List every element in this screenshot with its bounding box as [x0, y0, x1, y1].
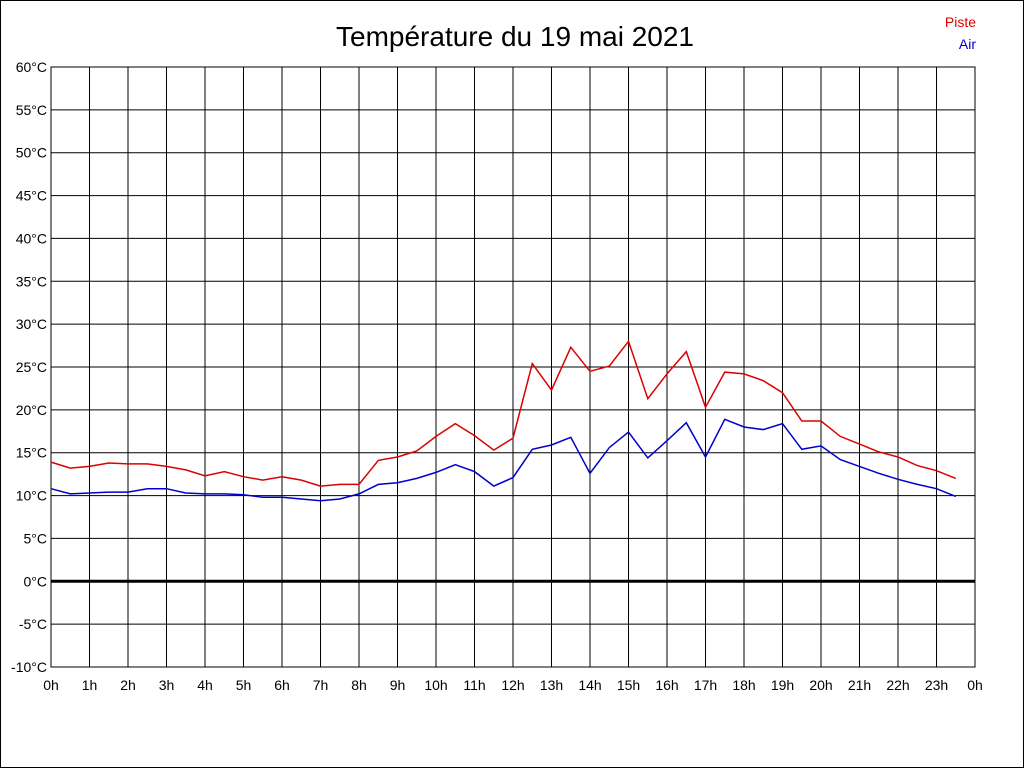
series-line-piste — [50, 339, 957, 487]
x-tick-label: 11h — [463, 677, 485, 693]
x-tick-label: 5h — [236, 677, 252, 693]
chart-legend: Piste Air — [945, 14, 976, 52]
x-tick-label: 8h — [351, 677, 367, 693]
x-tick-label: 22h — [886, 677, 909, 693]
chart-grid — [50, 66, 976, 668]
x-tick-label: 12h — [501, 677, 524, 693]
x-tick-label: 10h — [424, 677, 447, 693]
x-tick-label: 0h — [43, 677, 59, 693]
y-tick-label: 55°C — [16, 102, 47, 118]
x-tick-label: 16h — [655, 677, 678, 693]
x-tick-label: 2h — [120, 677, 136, 693]
y-tick-label: 30°C — [16, 316, 47, 332]
x-tick-label: 3h — [159, 677, 175, 693]
y-tick-label: 10°C — [16, 488, 47, 504]
y-tick-label: 5°C — [24, 530, 48, 546]
x-tick-label: 17h — [694, 677, 717, 693]
chart-title: Température du 19 mai 2021 — [336, 21, 694, 52]
y-tick-label: 40°C — [16, 230, 47, 246]
y-tick-label: -5°C — [19, 616, 47, 632]
x-tick-label: 7h — [313, 677, 329, 693]
chart-series — [50, 339, 957, 502]
x-tick-label: 23h — [925, 677, 948, 693]
x-tick-label: 15h — [617, 677, 640, 693]
x-axis-tick-labels: 0h 1h 2h 3h 4h 5h 6h 7h 8h 9h 10h 11h 12h 13h 14h 15h 16… — [43, 677, 983, 693]
x-tick-label: 21h — [848, 677, 871, 693]
series-line-air — [50, 418, 957, 502]
y-tick-label: 15°C — [16, 445, 47, 461]
x-tick-label: 19h — [771, 677, 794, 693]
y-tick-label: 20°C — [16, 402, 47, 418]
x-tick-label: 9h — [390, 677, 406, 693]
x-tick-label: 6h — [274, 677, 290, 693]
legend-entry-air: Air — [959, 36, 976, 52]
x-tick-label: 14h — [578, 677, 601, 693]
y-axis-tick-labels: 60°C 55°C 50°C 45°C 40°C 35°C 30°C 25°C 20°C 15°C… — [11, 59, 47, 675]
y-tick-label: 50°C — [16, 145, 47, 161]
x-tick-label: 0h — [967, 677, 983, 693]
x-tick-label: 4h — [197, 677, 213, 693]
x-tick-label: 1h — [82, 677, 98, 693]
y-tick-label: 25°C — [16, 359, 47, 375]
y-tick-label: 35°C — [16, 273, 47, 289]
y-tick-label: 60°C — [16, 59, 47, 75]
y-tick-label: 0°C — [24, 573, 48, 589]
y-tick-label: 45°C — [16, 188, 47, 204]
x-tick-label: 13h — [540, 677, 563, 693]
x-tick-label: 18h — [732, 677, 755, 693]
legend-entry-piste: Piste — [945, 14, 976, 30]
y-tick-label: -10°C — [11, 659, 47, 675]
x-tick-label: 20h — [809, 677, 832, 693]
